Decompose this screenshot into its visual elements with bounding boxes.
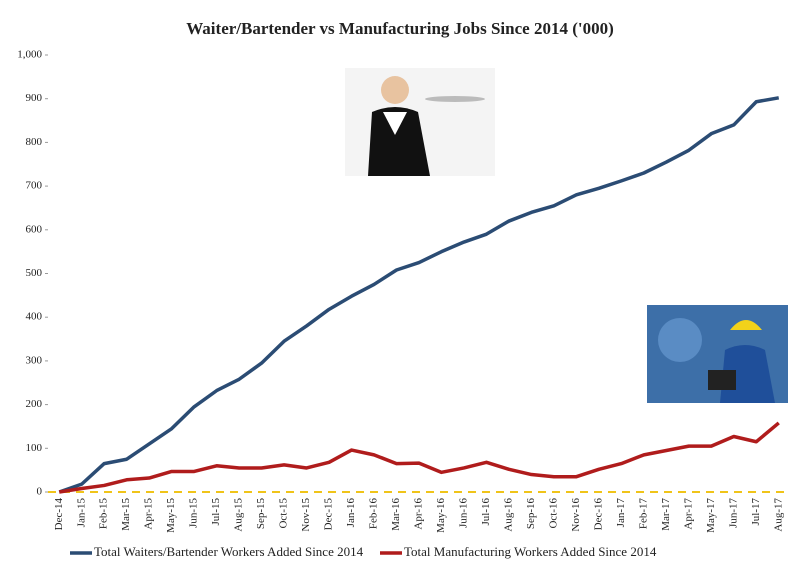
- x-tick-label: Jun-15: [188, 498, 200, 528]
- machine: [658, 318, 702, 362]
- x-tick-label: Jun-17: [727, 498, 739, 528]
- y-tick-label: 300: [26, 354, 43, 366]
- x-tick-label: Mar-17: [660, 498, 672, 531]
- x-tick-label: Jan-15: [75, 498, 87, 528]
- x-tick-label: Jun-16: [458, 498, 470, 528]
- y-tick-label: 1,000: [17, 49, 42, 61]
- chart-title: Waiter/Bartender vs Manufacturing Jobs S…: [186, 19, 614, 38]
- x-tick-label: Mar-15: [120, 498, 132, 531]
- x-tick-label: Jan-16: [345, 498, 357, 528]
- x-tick-label: Sep-15: [255, 498, 267, 530]
- y-tick-label: 900: [26, 92, 43, 104]
- legend-label: Total Waiters/Bartender Workers Added Si…: [94, 544, 364, 559]
- x-tick-label: Jan-17: [615, 498, 627, 528]
- x-tick-label: Oct-15: [278, 498, 290, 529]
- x-tick-label: May-16: [435, 498, 447, 533]
- x-tick-label: Nov-16: [570, 498, 582, 532]
- x-tick-label: Feb-15: [98, 498, 110, 530]
- x-tick-label: Aug-16: [502, 498, 514, 532]
- x-tick-label: Jul-16: [480, 498, 492, 526]
- x-tick-label: Dec-15: [323, 498, 335, 531]
- x-tick-label: Sep-16: [525, 498, 537, 530]
- x-tick-label: Aug-15: [233, 498, 245, 532]
- helmet: [730, 320, 762, 330]
- tablet: [708, 370, 736, 390]
- x-tick-label: Aug-17: [772, 498, 784, 532]
- x-tick-label: Apr-15: [143, 498, 155, 530]
- tray: [425, 96, 485, 102]
- y-tick-label: 600: [26, 223, 43, 235]
- x-tick-label: Jul-17: [750, 498, 762, 526]
- x-tick-label: Dec-16: [592, 498, 604, 531]
- y-tick-label: 800: [26, 136, 43, 148]
- x-tick-label: Apr-16: [413, 498, 425, 530]
- legend-label: Total Manufacturing Workers Added Since …: [404, 544, 657, 559]
- x-tick-label: Jul-15: [210, 498, 222, 526]
- x-tick-label: Dec-14: [53, 498, 65, 531]
- y-tick-label: 200: [26, 398, 43, 410]
- y-tick-label: 500: [26, 267, 43, 279]
- x-tick-label: May-15: [165, 498, 177, 533]
- worker-photo: [647, 305, 788, 403]
- x-tick-label: Feb-17: [637, 498, 649, 530]
- head: [381, 76, 409, 104]
- y-tick-label: 400: [26, 311, 43, 323]
- waiter-photo: [345, 68, 495, 176]
- x-tick-label: Nov-15: [300, 498, 312, 532]
- x-tick-label: May-17: [705, 498, 717, 533]
- shirt: [383, 112, 407, 135]
- y-tick-label: 700: [26, 180, 43, 192]
- x-tick-label: Feb-16: [368, 498, 380, 530]
- vest: [368, 107, 430, 176]
- series-line: [58, 96, 780, 494]
- y-tick-label: 100: [26, 442, 43, 454]
- series-line: [58, 421, 780, 494]
- x-tick-label: Oct-16: [547, 498, 559, 529]
- x-tick-label: Apr-17: [682, 498, 694, 530]
- y-tick-label: 0: [37, 486, 43, 498]
- x-tick-label: Mar-16: [390, 498, 402, 531]
